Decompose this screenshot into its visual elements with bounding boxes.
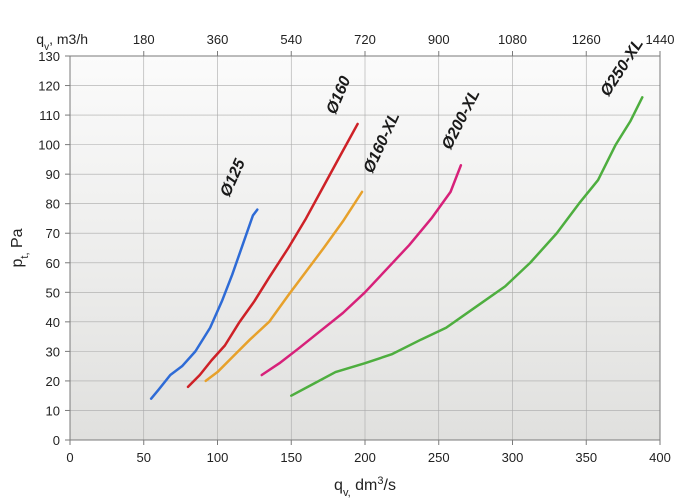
y-axis-label: pt, Pa <box>9 228 31 267</box>
x-tick-label: 250 <box>428 450 450 465</box>
top-tick-label: 1260 <box>572 32 601 47</box>
x-tick-label: 400 <box>649 450 671 465</box>
x-tick-label: 200 <box>354 450 376 465</box>
top-tick-label: 540 <box>280 32 302 47</box>
top-tick-label: 720 <box>354 32 376 47</box>
x-tick-label: 100 <box>207 450 229 465</box>
y-tick-label: 80 <box>46 197 60 212</box>
y-tick-label: 100 <box>38 138 60 153</box>
top-tick-label: 1080 <box>498 32 527 47</box>
top-tick-label: 360 <box>207 32 229 47</box>
y-tick-label: 130 <box>38 49 60 64</box>
x-axis-label: qv, dm3/s <box>334 475 396 499</box>
y-tick-label: 110 <box>39 108 60 123</box>
top-tick-label: 900 <box>428 32 450 47</box>
y-tick-label: 10 <box>46 403 60 418</box>
top-tick-label: 1440 <box>646 32 675 47</box>
pressure-flow-chart: 0 50 100 150 200 250 300 350 400 qv, dm3/s 0 10 20 30… <box>0 0 697 500</box>
y-tick-label: 120 <box>38 79 60 94</box>
top-tick-label: 180 <box>133 32 155 47</box>
y-tick-label: 30 <box>46 344 60 359</box>
y-tick-label: 20 <box>46 374 60 389</box>
top-axis-label: qv, m3/h <box>36 31 88 53</box>
y-tick-label: 0 <box>53 433 60 448</box>
x-tick-label: 0 <box>66 450 73 465</box>
x-tick-label: 350 <box>575 450 597 465</box>
x-tick-label: 300 <box>502 450 524 465</box>
y-tick-label: 70 <box>46 226 60 241</box>
y-tick-label: 60 <box>46 256 60 271</box>
x-tick-label: 50 <box>137 450 151 465</box>
y-tick-label: 50 <box>46 285 60 300</box>
y-tick-label: 90 <box>46 167 60 182</box>
y-tick-label: 40 <box>46 315 60 330</box>
x-tick-label: 150 <box>280 450 302 465</box>
